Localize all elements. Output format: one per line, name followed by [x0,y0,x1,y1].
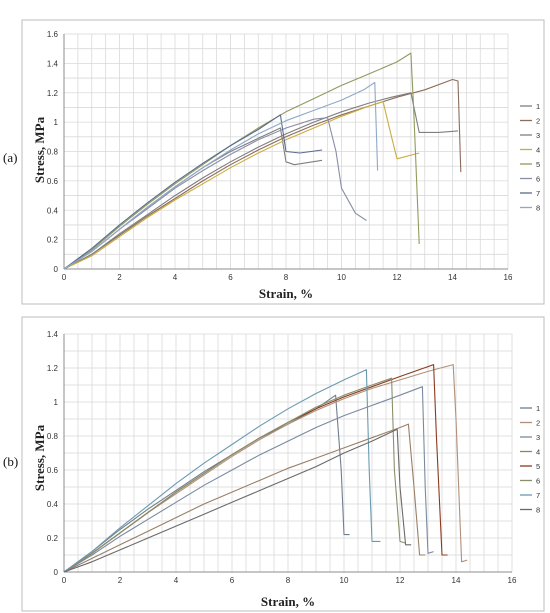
panel-a-legend-label-4: 4 [536,146,540,155]
panel-a-legend-label-3: 3 [536,131,540,140]
panel-a-y-axis-label: Stress, MPa [32,116,47,183]
panel-b-x-tick-label: 4 [174,576,179,585]
panel-a-y-tick-label: 1.4 [47,59,59,68]
panel-a-x-tick-label: 16 [504,273,513,282]
panel-a-x-tick-label: 10 [337,273,346,282]
panel-a-y-tick-label: 0.2 [47,236,59,245]
panel-b-series [63,364,468,573]
panel-b-x-tick-label: 10 [340,576,349,585]
panel-a-x-tick-label: 6 [228,273,233,282]
panel-a-y-tick-label: 0 [54,265,59,274]
panel-b-legend-label-1: 1 [536,404,540,413]
panel-b-series-3-line [63,386,434,573]
panel-a-y-tick-label: 0.8 [47,148,59,157]
panel-a-frame [21,19,545,305]
panel-b-legend-label-5: 5 [536,462,540,471]
panel-b-y-tick-label: 0.8 [47,432,59,441]
panel-b-series-6-line [63,377,406,573]
panel-a-legend-label-7: 7 [536,189,540,198]
panel-b-legend-label-4: 4 [536,448,540,457]
panel-a-x-tick-label: 14 [448,273,457,282]
panel-a-x-tick-label: 0 [62,273,67,282]
panel-a-legend-label-8: 8 [536,204,540,213]
panel-a-y-tick-label: 1 [54,118,59,127]
panel-b-x-axis-label: Strain, % [261,594,315,609]
panel-a-series-2-line [63,78,462,270]
panel-b-series-8-line [63,428,412,573]
panel-a-x-tick-label: 8 [284,273,289,282]
panel-a-series [63,52,462,270]
panel-b-legend-label-6: 6 [536,477,540,486]
panel-a-x-axis-label: Strain, % [259,286,313,301]
panel-b-tick-labels: 0 2 4 6 8 10 12 14 16 0 0.2 0.4 0.6 0.8 1 1.2 1.4 [47,330,517,585]
panel-a-y-tick-label: 0.6 [47,177,59,186]
panel-a-x-tick-label: 4 [173,273,178,282]
panel-b-y-tick-label: 0 [54,568,59,577]
panel-b-y-tick-label: 1.4 [47,330,59,339]
panel-a-legend-label-5: 5 [536,160,540,169]
panel-a-legend-label-2: 2 [536,117,540,126]
panel-a-legend-label-1: 1 [536,102,540,111]
panel-b-label: (b) [3,454,18,469]
panel-a-y-tick-label: 0.4 [47,206,59,215]
panel-b-y-axis-label: Stress, MPa [32,424,47,491]
panel-b-y-tick-label: 1 [54,398,59,407]
panel-b-grid [63,333,513,573]
panel-a-label: (a) [3,150,17,165]
panel-b-x-tick-label: 2 [118,576,123,585]
panel-b-x-tick-label: 16 [508,576,517,585]
panel-a-series-4-line [63,101,420,270]
panel-a-legend-label-6: 6 [536,175,540,184]
panel-a-y-tick-label: 1.6 [47,30,59,39]
panel-a-x-tick-label: 12 [393,273,402,282]
panel-b-x-tick-label: 0 [62,576,67,585]
panel-b-frame [21,316,545,612]
panel-b-legend: 1 2 3 4 5 6 7 8 [520,404,540,515]
panel-a-legend: 1 2 3 4 5 6 7 8 [520,102,540,213]
panel-b-y-tick-label: 0.6 [47,466,59,475]
panel-b-legend-label-7: 7 [536,491,540,500]
panel-b-x-tick-label: 8 [286,576,291,585]
panel-b-x-tick-label: 14 [452,576,461,585]
panel-a-y-tick-label: 1.2 [47,89,59,98]
panel-a-tick-labels: 0 2 4 6 8 10 12 14 16 0 0.2 0.4 0.6 0.8 1 1.2 1.4 1.6 [47,30,513,282]
panel-b-legend-label-3: 3 [536,433,540,442]
panel-a: (a) 0 2 4 6 8 10 12 14 1600.20.40.60.811.21.41.6… [3,19,545,305]
panel-b-series-4-line [63,423,426,573]
panel-a-x-tick-label: 2 [117,273,122,282]
panel-a-series-8-line [63,81,379,270]
panel-a-series-7-line [63,114,323,270]
panel-b-y-tick-label: 0.2 [47,534,59,543]
panel-b-x-tick-label: 6 [230,576,235,585]
panel-b-y-tick-label: 0.4 [47,500,59,509]
panel-b-legend-label-2: 2 [536,419,540,428]
panel-b-series-7-line [63,369,381,573]
panel-b-legend-label-8: 8 [536,506,540,515]
panel-b-y-tick-label: 1.2 [47,364,59,373]
panel-b-x-tick-label: 12 [396,576,405,585]
